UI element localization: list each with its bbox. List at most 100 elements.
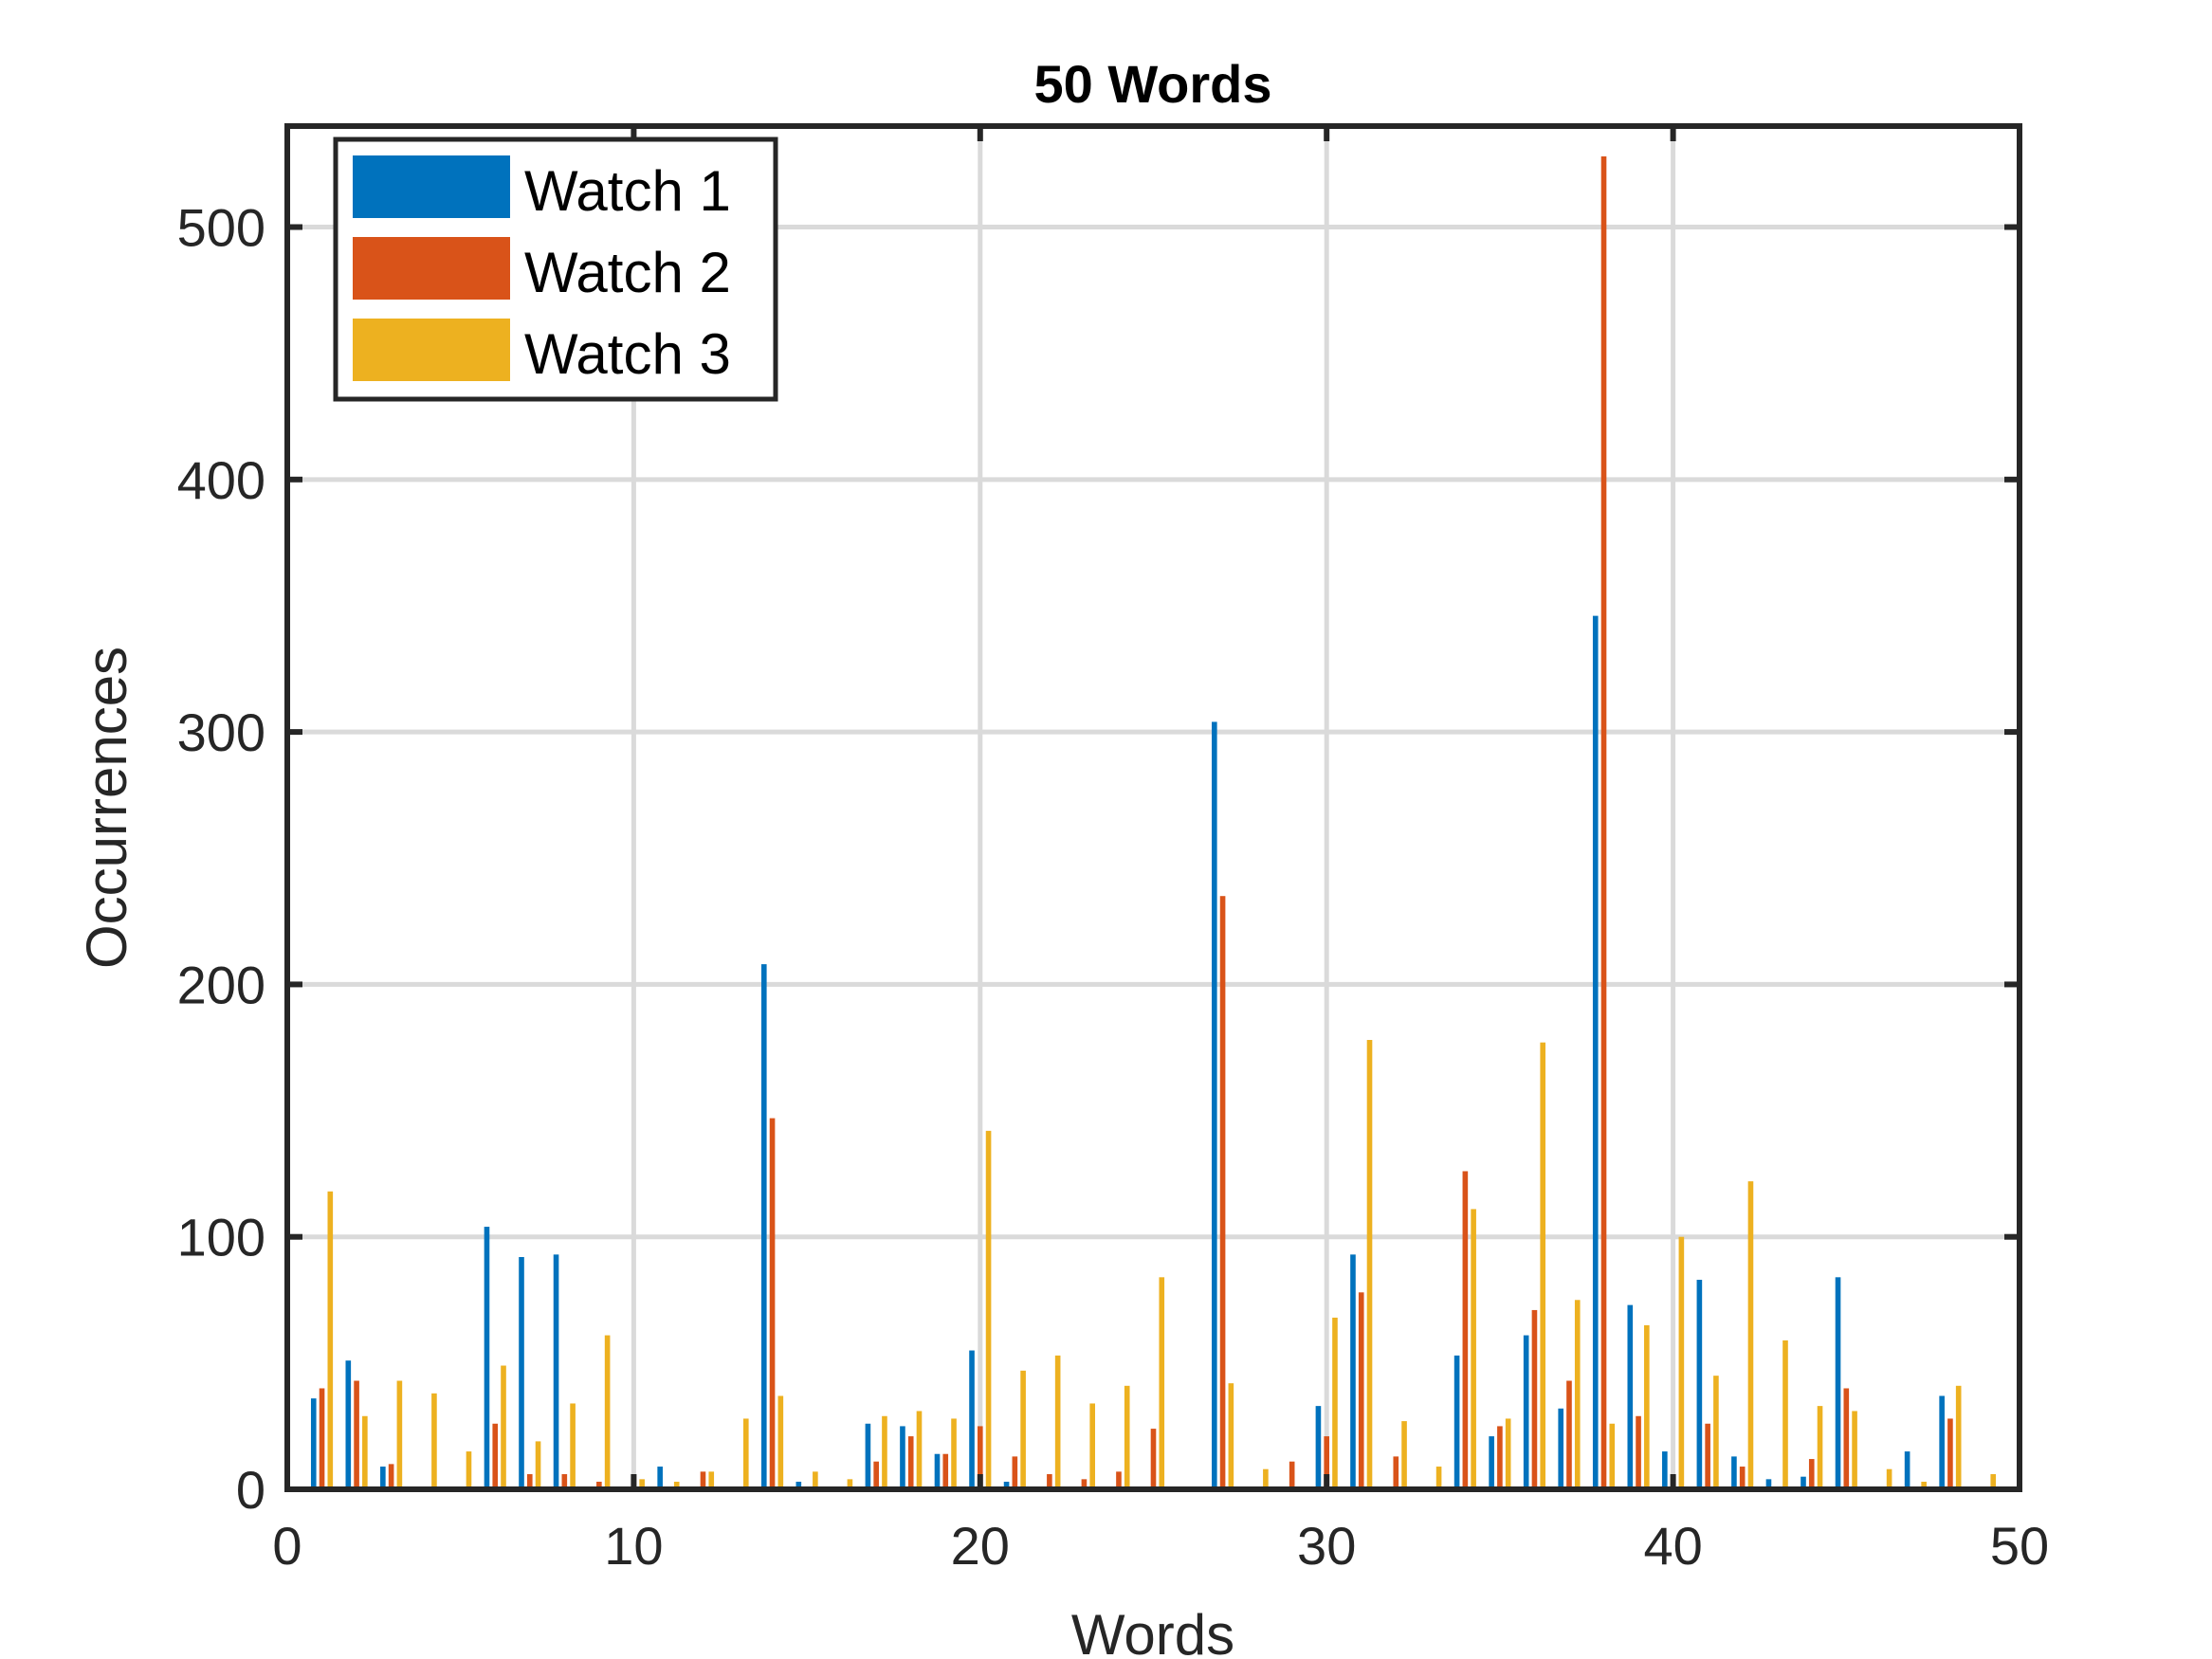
bar-watch-2-word-42 <box>1739 1467 1746 1489</box>
x-tick-label: 30 <box>1297 1516 1356 1576</box>
x-tick-label: 10 <box>604 1516 663 1576</box>
bar-watch-2-word-25 <box>1150 1429 1157 1489</box>
y-tick-label: 500 <box>177 198 265 258</box>
y-axis-label: Occurrences <box>75 647 138 969</box>
bar-watch-3-word-7 <box>535 1441 541 1489</box>
bar-watch-3-word-20 <box>985 1130 992 1489</box>
bar-watch-2-word-32 <box>1393 1456 1399 1489</box>
bar-watch-3-word-34 <box>1471 1209 1476 1489</box>
bar-watch-2-word-31 <box>1358 1292 1364 1489</box>
bar-watch-2-word-20 <box>977 1426 983 1489</box>
bar-watch-2-word-41 <box>1705 1423 1710 1489</box>
plot-frame <box>284 123 2022 1492</box>
bar-watch-2-word-21 <box>1012 1456 1018 1489</box>
bar-watch-3-word-1 <box>327 1191 334 1489</box>
bar-watch-2-word-14 <box>769 1118 776 1489</box>
bar-watch-1-word-8 <box>553 1254 559 1489</box>
bar-watch-1-word-37 <box>1558 1408 1564 1489</box>
bar-watch-2-word-19 <box>942 1453 949 1489</box>
bar-watch-1-word-48 <box>1939 1395 1945 1489</box>
bar-watch-3-word-21 <box>1020 1370 1026 1489</box>
bar-watch-3-word-41 <box>1713 1376 1719 1489</box>
bar-watch-3-word-6 <box>501 1365 506 1489</box>
y-tick-label: 100 <box>177 1208 265 1267</box>
bar-watch-2-word-36 <box>1531 1309 1538 1489</box>
bar-watch-2-word-29 <box>1289 1461 1295 1489</box>
bar-watch-3-word-39 <box>1644 1324 1650 1489</box>
bar-watch-3-word-38 <box>1609 1423 1616 1489</box>
bar-watch-2-word-45 <box>1843 1388 1850 1489</box>
bar-watch-3-word-17 <box>882 1415 887 1489</box>
bar-watch-3-word-43 <box>1782 1340 1788 1489</box>
bar-watch-1-word-11 <box>657 1467 663 1489</box>
bar-watch-1-word-2 <box>345 1360 352 1489</box>
bar-watch-3-word-10 <box>639 1479 645 1489</box>
bar-watch-3-word-42 <box>1747 1181 1754 1489</box>
chart-title: 50 Words <box>1033 54 1271 114</box>
legend-label-watch-1: Watch 1 <box>524 159 731 223</box>
legend-label-watch-2: Watch 2 <box>524 241 731 304</box>
bar-watch-1-word-47 <box>1904 1451 1910 1489</box>
bar-watch-3-word-18 <box>916 1411 923 1489</box>
bar-watch-1-word-45 <box>1835 1277 1841 1489</box>
bar-watch-2-word-9 <box>596 1482 602 1489</box>
bar-watch-1-word-31 <box>1350 1254 1356 1489</box>
y-tick-label: 400 <box>177 450 265 510</box>
bar-watch-3-word-4 <box>431 1393 437 1489</box>
y-tick-label: 0 <box>236 1460 265 1520</box>
bar-watch-2-word-24 <box>1116 1471 1122 1489</box>
bar-watch-3-word-31 <box>1366 1039 1373 1489</box>
bar-watch-2-word-3 <box>388 1464 394 1489</box>
bar-watch-1-word-38 <box>1592 615 1599 1489</box>
bar-watch-3-word-23 <box>1089 1403 1095 1489</box>
y-tick-labels: 0 100 200 300 400 500 <box>177 198 265 1520</box>
bar-watch-1-word-41 <box>1696 1279 1703 1489</box>
bar-watch-3-word-32 <box>1401 1421 1407 1489</box>
y-tick-label: 200 <box>177 955 265 1014</box>
legend-label-watch-3: Watch 3 <box>524 322 731 386</box>
grid-lines <box>284 126 2022 1492</box>
bar-watch-1-word-7 <box>519 1257 524 1489</box>
y-tick-label: 300 <box>177 702 265 762</box>
bar-watch-1-word-27 <box>1212 721 1217 1489</box>
bar-watch-1-word-44 <box>1801 1476 1806 1489</box>
bar-watch-2-word-17 <box>873 1461 879 1489</box>
bar-watch-2-word-18 <box>907 1436 914 1489</box>
bar-watch-2-word-12 <box>700 1471 706 1489</box>
bar-watch-2-word-6 <box>492 1423 499 1489</box>
legend-swatch-watch-3 <box>353 319 510 381</box>
bar-watch-3-word-33 <box>1435 1467 1442 1489</box>
bar-watch-3-word-22 <box>1054 1355 1061 1489</box>
bar-watch-2-word-30 <box>1324 1436 1330 1489</box>
bar-watch-2-word-48 <box>1947 1418 1953 1489</box>
bar-watch-3-word-12 <box>708 1471 715 1489</box>
bar-watch-3-word-11 <box>673 1482 680 1489</box>
bar-watch-3-word-28 <box>1263 1468 1269 1489</box>
bar-watch-1-word-36 <box>1523 1335 1529 1489</box>
x-axis-label: Words <box>1071 1603 1234 1659</box>
legend: Watch 1 Watch 2 Watch 3 <box>333 137 778 402</box>
bar-watch-2-word-44 <box>1808 1459 1815 1489</box>
bar-watch-3-word-27 <box>1228 1383 1234 1489</box>
bar-watch-2-word-1 <box>319 1388 325 1489</box>
bar-watch-1-word-14 <box>760 964 767 1489</box>
bar-watch-2-word-39 <box>1636 1415 1641 1489</box>
bar-watch-1-word-19 <box>934 1453 941 1489</box>
bar-watch-1-word-20 <box>969 1350 975 1489</box>
bar-watch-1-word-3 <box>380 1467 386 1489</box>
bar-watch-2-word-7 <box>526 1474 533 1489</box>
legend-swatch-watch-2 <box>353 237 510 300</box>
bar-watch-3-word-3 <box>396 1380 403 1489</box>
bar-watch-2-word-34 <box>1462 1171 1469 1489</box>
bars-group <box>310 155 1997 1489</box>
bar-watch-2-word-37 <box>1566 1380 1572 1489</box>
x-tick-label: 50 <box>1990 1516 2049 1576</box>
bar-watch-3-word-9 <box>604 1335 611 1489</box>
bar-watch-1-word-1 <box>310 1398 317 1489</box>
bar-watch-1-word-18 <box>900 1426 905 1489</box>
bar-watch-1-word-39 <box>1627 1304 1634 1489</box>
bar-watch-3-word-35 <box>1505 1418 1511 1489</box>
bar-watch-3-word-37 <box>1574 1300 1581 1489</box>
bar-watch-3-word-2 <box>362 1415 368 1489</box>
